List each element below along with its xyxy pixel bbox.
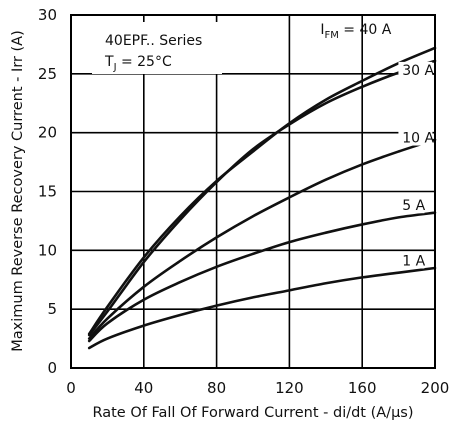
series-label-value: = 40 A <box>339 22 392 38</box>
series-label-40a: IFM = 40 A <box>320 22 391 41</box>
y-tick-label: 10 <box>38 241 57 259</box>
y-tick-label: 20 <box>38 124 57 142</box>
series-line-1a <box>87 266 437 350</box>
series-label-10a: 10 A <box>402 131 434 147</box>
series-label-bg <box>398 129 433 146</box>
y-tick-label: 5 <box>47 300 57 318</box>
series-line-30a <box>87 59 437 337</box>
series-labels: IFM = 40 A 30 A 10 A 5 A 1 A <box>320 22 434 270</box>
y-tick-label: 30 <box>38 6 57 24</box>
series-label-subscript: FM <box>324 30 338 41</box>
series-label-bg <box>398 252 425 269</box>
x-tick-label: 200 <box>421 379 450 397</box>
plot-frame <box>70 14 436 369</box>
temperature-label: TJ = 25°C <box>104 54 172 73</box>
x-tick-label: 40 <box>134 379 153 397</box>
x-tick-label: 120 <box>275 379 304 397</box>
tick-labels: 0 40 80 120 160 200 0 5 10 15 20 25 30 <box>38 6 449 397</box>
series-label-30a: 30 A <box>402 63 434 79</box>
series-lines <box>87 46 437 350</box>
y-tick-label: 15 <box>38 183 57 201</box>
series-label-1a: 1 A <box>402 254 425 270</box>
annotations: 40EPF.. Series TJ = 25°C <box>92 22 222 74</box>
series-title: 40EPF.. Series <box>105 33 202 49</box>
series-line-5a <box>87 211 437 343</box>
series-label-symbol: I <box>320 22 324 38</box>
x-tick-label: 160 <box>348 379 377 397</box>
x-axis-label: Rate Of Fall Of Forward Current - di/dt … <box>92 405 413 421</box>
y-tick-label: 0 <box>47 359 57 377</box>
series-label-bg <box>398 197 425 214</box>
temperature-symbol: T <box>104 54 114 70</box>
y-tick-label: 25 <box>38 65 57 83</box>
y-axis-label: Maximum Reverse Recovery Current - Irr (… <box>10 30 26 352</box>
series-label-bg <box>398 61 433 78</box>
series-line-40a <box>87 46 437 336</box>
x-tick-label: 0 <box>66 379 76 397</box>
series-label-5a: 5 A <box>402 198 425 214</box>
series-line-10a <box>87 138 437 340</box>
x-tick-label: 80 <box>207 379 226 397</box>
legend-box-bg <box>92 22 222 74</box>
temperature-subscript: J <box>113 62 117 73</box>
temperature-value: = 25°C <box>117 54 172 70</box>
